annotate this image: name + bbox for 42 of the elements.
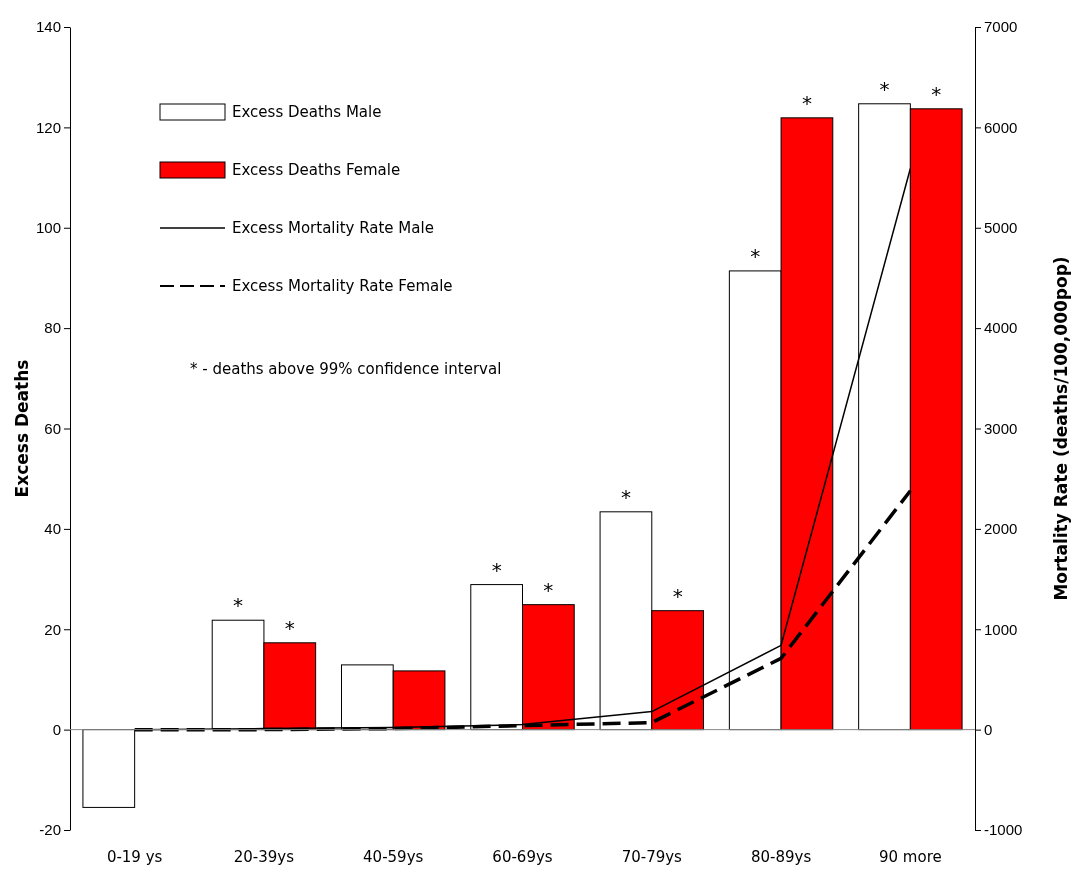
y-tick-label: 0 [52, 720, 61, 738]
x-tick-label: 60-69ys [492, 848, 553, 866]
y-tick-label: 40 [44, 520, 61, 538]
y2-tick-label: 0 [984, 720, 993, 738]
legend-label: Excess Mortality Rate Female [232, 277, 453, 295]
y2-tick-label: 5000 [984, 219, 1018, 237]
annotation: * [750, 243, 761, 268]
x-tick-label: 40-59ys [363, 848, 424, 866]
y2-tick-label: 3000 [984, 419, 1018, 437]
annotation: * [931, 81, 942, 106]
legend-label: Excess Deaths Male [232, 103, 382, 121]
annotation: * [879, 76, 890, 101]
annotation: * [543, 577, 554, 602]
x-tick-label: 0-19 ys [106, 848, 163, 866]
y-axis-title: Excess Deaths [12, 359, 32, 498]
y-tick-label: 120 [35, 118, 61, 136]
y2-tick-label: 6000 [984, 118, 1018, 136]
y2-tick-label: 2000 [984, 520, 1018, 538]
y2-tick-label: 7000 [984, 18, 1018, 36]
y-tick-label: -20 [39, 821, 61, 839]
y2-tick-label: 1000 [984, 620, 1018, 638]
y-tick-label: 60 [44, 419, 61, 437]
annotation: * [620, 484, 631, 509]
legend-label: Excess Deaths Female [232, 161, 401, 179]
y2-tick-label: 4000 [984, 319, 1018, 337]
y2-axis-title: Mortality Rate (deaths/100,000pop) [1051, 256, 1071, 601]
annotation: * [801, 90, 812, 115]
y-tick-label: 80 [44, 319, 61, 337]
x-tick-label: 70-79ys [621, 848, 683, 866]
annotation: * - deaths above 99% confidence interval [190, 360, 502, 378]
annotation: * [491, 557, 502, 582]
legend-label: Excess Mortality Rate Male [232, 219, 434, 237]
annotation: * [284, 615, 295, 640]
y-tick-label: 100 [35, 219, 61, 237]
annotation: * [233, 593, 244, 618]
y-tick-label: 140 [35, 18, 61, 36]
x-tick-label: 20-39ys [233, 848, 295, 866]
y2-tick-label: -1000 [984, 821, 1023, 839]
x-tick-label: 90 more [879, 848, 942, 866]
x-tick-label: 80-89ys [750, 848, 812, 866]
annotation: * [672, 583, 683, 608]
y-tick-label: 20 [44, 620, 61, 638]
